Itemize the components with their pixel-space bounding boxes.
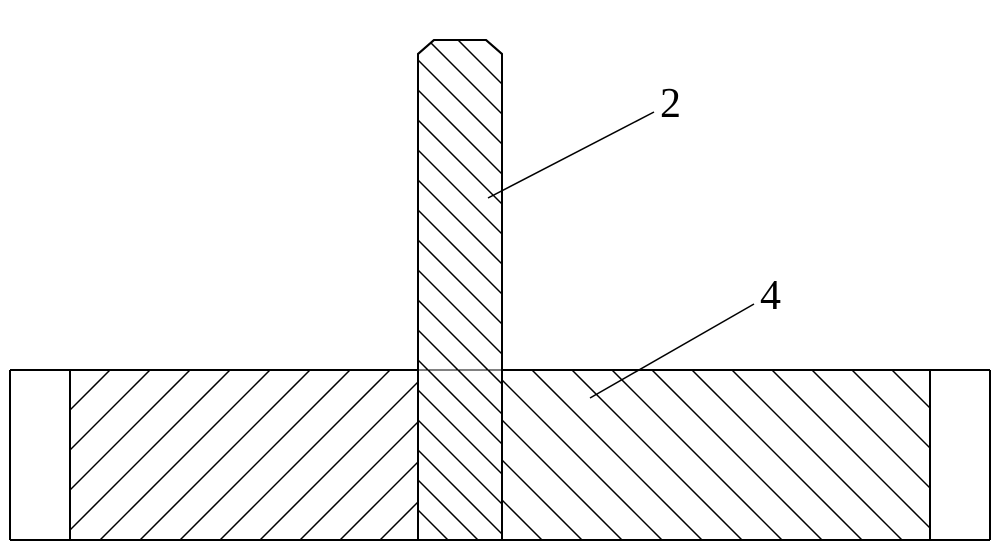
diagram-svg: [0, 0, 1000, 554]
label-4: 4: [760, 272, 781, 320]
label-2: 2: [660, 80, 681, 128]
technical-diagram: [0, 0, 1000, 554]
